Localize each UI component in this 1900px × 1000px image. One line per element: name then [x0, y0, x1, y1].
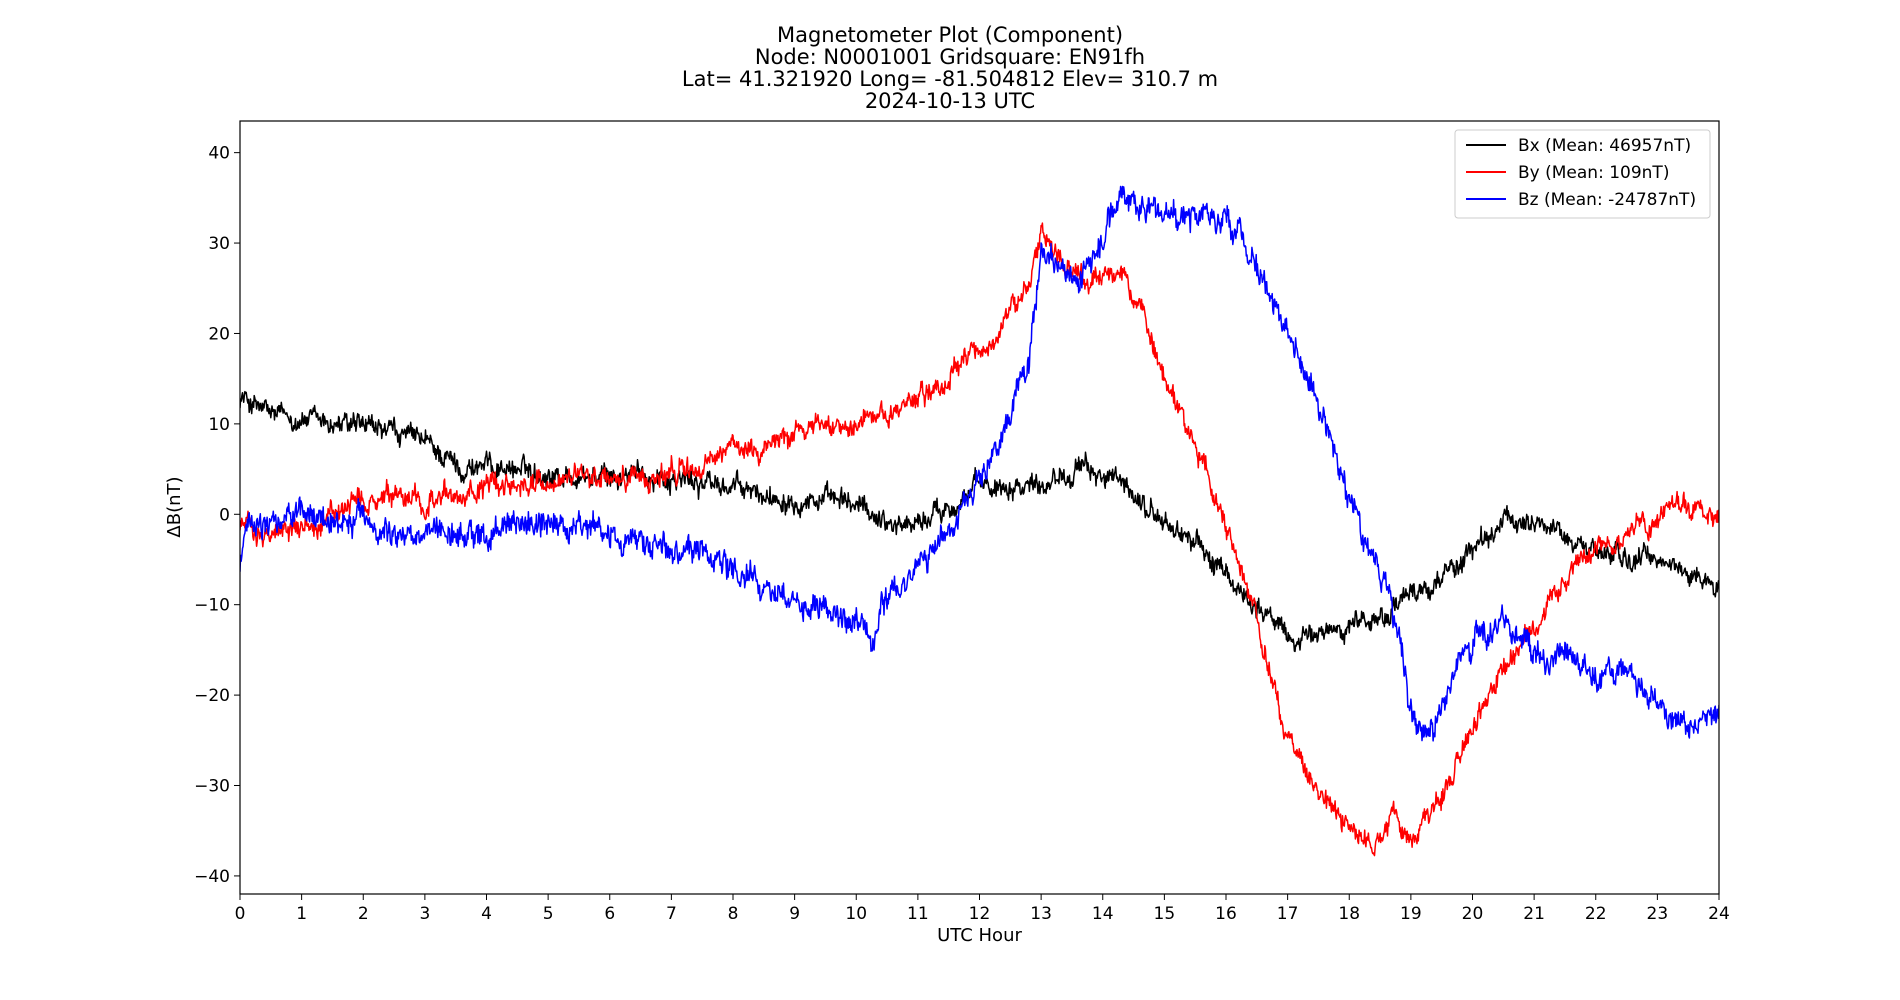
x-tick-label: 11 — [907, 904, 929, 924]
x-tick-label: 8 — [728, 904, 739, 924]
y-tick-label: 40 — [208, 144, 230, 164]
y-tick-label: −10 — [194, 596, 230, 616]
chart-title: Magnetometer Plot (Component) Node: N000… — [682, 23, 1218, 113]
y-tick-label: −30 — [194, 777, 230, 797]
series-line-bz — [240, 185, 1719, 742]
x-axis: 0 1 2 3 4 5 6 7 8 9 10 11 12 13 14 15 16 17 18 19 20 21 22 23 24 — [235, 894, 1730, 924]
x-tick-label: 1 — [296, 904, 307, 924]
x-tick-label: 17 — [1277, 904, 1299, 924]
legend-label: Bx (Mean: 46957nT) — [1518, 136, 1691, 156]
x-tick-label: 4 — [481, 904, 492, 924]
x-tick-label: 3 — [419, 904, 430, 924]
legend-label: Bz (Mean: -24787nT) — [1518, 190, 1696, 210]
x-tick-label: 21 — [1523, 904, 1545, 924]
x-tick-label: 20 — [1462, 904, 1484, 924]
plot-frame — [239, 120, 1720, 895]
title-line-1: Magnetometer Plot (Component) — [777, 23, 1123, 47]
y-tick-label: 20 — [208, 324, 230, 344]
title-line-4: 2024-10-13 UTC — [865, 89, 1035, 113]
title-line-2: Node: N0001001 Gridsquare: EN91fh — [755, 45, 1145, 69]
series-line-by — [240, 222, 1719, 857]
series-layer — [240, 185, 1719, 857]
y-tick-label: 30 — [208, 234, 230, 254]
x-tick-label: 5 — [543, 904, 554, 924]
x-tick-label: 14 — [1092, 904, 1114, 924]
y-tick-label: 0 — [219, 505, 230, 525]
x-tick-label: 0 — [235, 904, 246, 924]
x-tick-label: 23 — [1647, 904, 1669, 924]
y-tick-label: −20 — [194, 686, 230, 706]
x-tick-label: 16 — [1215, 904, 1237, 924]
y-tick-label: −40 — [194, 867, 230, 887]
y-tick-label: 10 — [208, 415, 230, 435]
y-axis-label: ΔB(nT) — [164, 476, 185, 537]
x-tick-label: 15 — [1154, 904, 1176, 924]
y-axis: −40 −30 −20 −10 0 10 20 30 40 — [194, 144, 240, 887]
x-tick-label: 6 — [604, 904, 615, 924]
x-tick-label: 10 — [845, 904, 867, 924]
legend: Bx (Mean: 46957nT) By (Mean: 109nT) Bz (Me… — [1454, 129, 1711, 219]
x-tick-label: 24 — [1708, 904, 1730, 924]
legend-label: By (Mean: 109nT) — [1518, 163, 1669, 183]
x-axis-label: UTC Hour — [937, 925, 1022, 946]
x-tick-label: 2 — [358, 904, 369, 924]
legend-box — [1454, 129, 1711, 219]
x-tick-label: 19 — [1400, 904, 1422, 924]
x-tick-label: 13 — [1030, 904, 1052, 924]
x-tick-label: 18 — [1338, 904, 1360, 924]
title-line-3: Lat= 41.321920 Long= -81.504812 Elev= 31… — [682, 67, 1218, 91]
series-line-bx — [240, 390, 1719, 653]
x-tick-label: 9 — [789, 904, 800, 924]
x-tick-label: 7 — [666, 904, 677, 924]
x-tick-label: 22 — [1585, 904, 1607, 924]
x-tick-label: 12 — [969, 904, 991, 924]
